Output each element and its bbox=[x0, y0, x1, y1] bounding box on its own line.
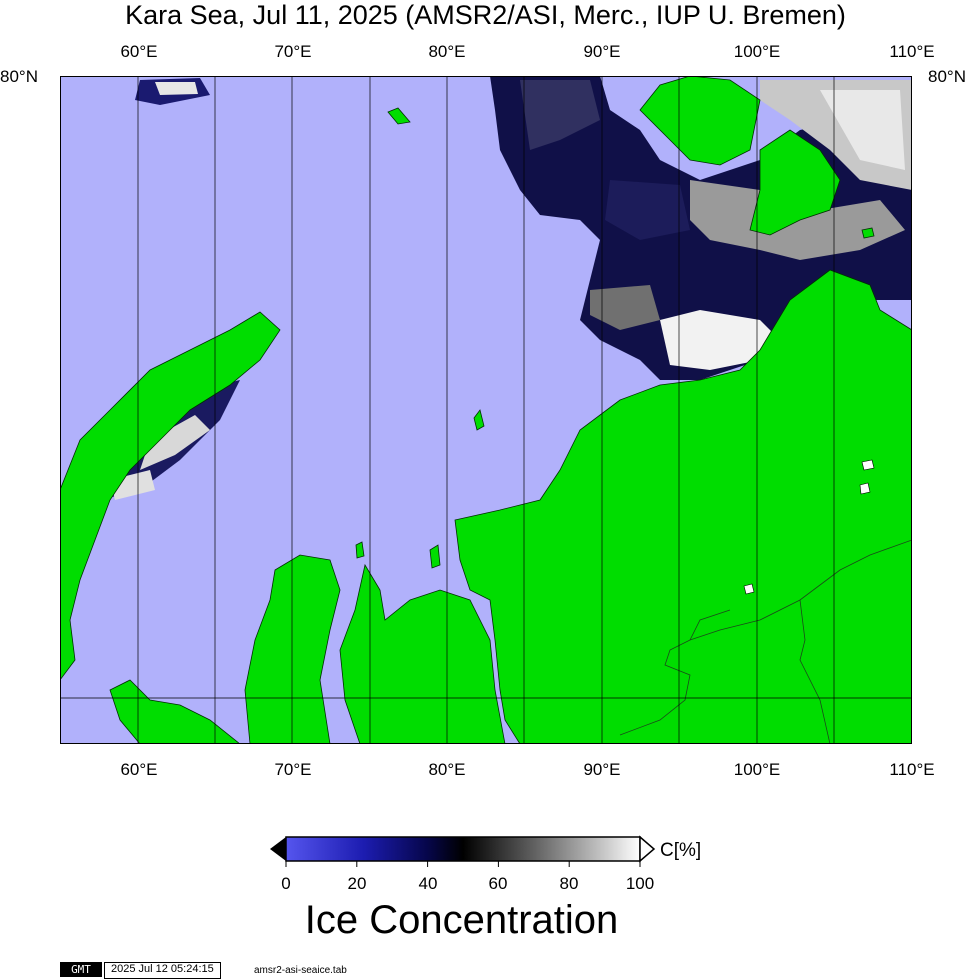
lon-tick-top-90: 90°E bbox=[583, 42, 621, 61]
timestamp-box: 2025 Jul 12 05:24:15 bbox=[104, 962, 221, 979]
colorbar-title: Ice Concentration bbox=[304, 898, 619, 942]
sea-ice-map bbox=[60, 76, 912, 744]
lon-tick-top-110: 110°E bbox=[889, 42, 935, 61]
lon-tick-bottom-90: 90°E bbox=[583, 760, 621, 779]
colorbar-label-0: 0 bbox=[281, 874, 291, 893]
colorbar-high-triangle bbox=[639, 835, 656, 863]
lon-tick-bottom-100: 100°E bbox=[733, 760, 781, 779]
colorbar-gradient bbox=[285, 836, 641, 862]
lon-tick-bottom-80: 80°E bbox=[428, 760, 466, 779]
colorbar-label-100: 100 bbox=[625, 874, 655, 893]
lon-tick-top-70: 70°E bbox=[274, 42, 312, 61]
graticule bbox=[60, 76, 912, 744]
colorbar-low-triangle bbox=[270, 837, 286, 861]
colorbar-label-60: 60 bbox=[488, 874, 508, 893]
lake-spots bbox=[743, 459, 875, 595]
lon-tick-top-60: 60°E bbox=[120, 42, 158, 61]
lon-tick-bottom-60: 60°E bbox=[120, 760, 158, 779]
colorbar bbox=[270, 835, 656, 867]
colorbar-label-40: 40 bbox=[418, 874, 438, 893]
river-lines bbox=[619, 539, 912, 744]
colorbar-label-20: 20 bbox=[347, 874, 367, 893]
gmt-logo: GMT bbox=[60, 962, 102, 977]
lon-tick-top-100: 100°E bbox=[733, 42, 781, 61]
filename-label: amsr2-asi-seaice.tab bbox=[254, 965, 347, 976]
colorbar-unit: C[%] bbox=[660, 840, 702, 861]
colorbar-label-80: 80 bbox=[559, 874, 579, 893]
lat-tick-left: 80°N bbox=[0, 67, 38, 86]
lat-tick-right: 80°N bbox=[928, 67, 966, 86]
lon-tick-bottom-70: 70°E bbox=[274, 760, 312, 779]
map-title: Kara Sea, Jul 11, 2025 (AMSR2/ASI, Merc.… bbox=[125, 0, 846, 30]
lon-tick-bottom-110: 110°E bbox=[889, 760, 935, 779]
land-layer bbox=[60, 76, 912, 744]
lon-tick-top-80: 80°E bbox=[428, 42, 466, 61]
